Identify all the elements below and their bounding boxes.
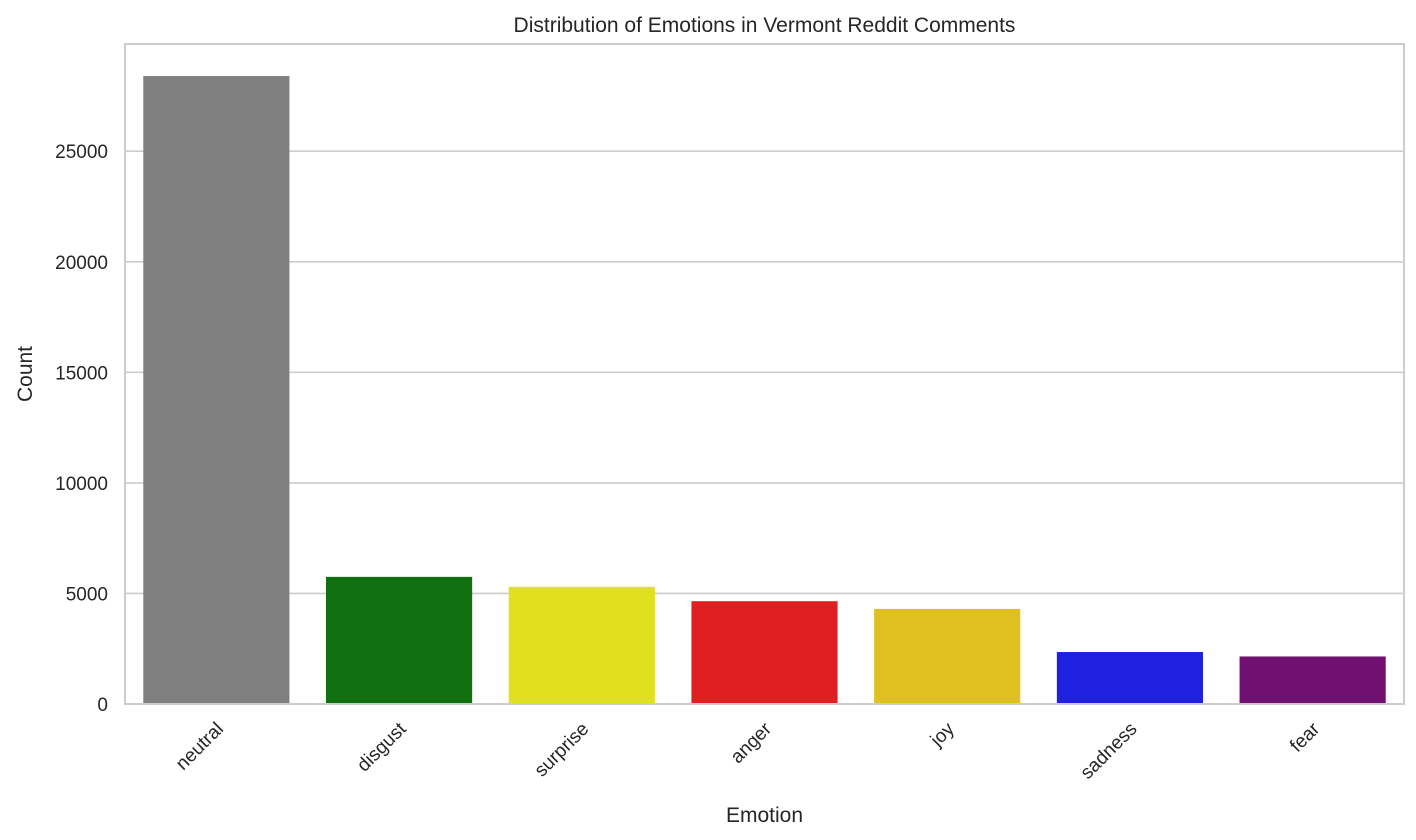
x-tick-label-surprise: surprise	[531, 719, 594, 782]
y-tick-label: 0	[97, 695, 108, 716]
bar-neutral	[143, 76, 290, 704]
x-tick-label-disgust: disgust	[353, 718, 411, 776]
y-tick-labels: 0 5000 10000 15000 20000 25000	[55, 142, 108, 716]
bar-joy	[874, 608, 1021, 704]
plot-frame	[124, 43, 1405, 705]
y-axis-label: Count	[14, 346, 37, 402]
bar-disgust	[325, 576, 473, 704]
bar-sadness	[1056, 652, 1204, 704]
x-tick-labels: neutral disgust surprise anger joy sadness fea…	[172, 718, 1325, 783]
y-tick-label: 10000	[55, 474, 108, 495]
y-tick-label: 20000	[55, 253, 108, 274]
bar-fear	[1239, 656, 1386, 704]
x-tick-label-neutral: neutral	[172, 719, 228, 775]
x-tick-label-joy: joy	[926, 718, 959, 751]
y-tick-label: 5000	[66, 584, 108, 605]
chart-title: Distribution of Emotions in Vermont Redd…	[514, 14, 1016, 37]
bar-anger	[691, 601, 838, 704]
x-tick-label-anger: anger	[727, 718, 777, 768]
bars	[143, 76, 1386, 704]
gridlines	[125, 150, 1404, 595]
y-tick-label: 25000	[55, 142, 108, 163]
bar-surprise	[508, 586, 655, 704]
x-tick-label-fear: fear	[1286, 718, 1324, 756]
x-tick-label-sadness: sadness	[1077, 719, 1142, 784]
x-axis-label: Emotion	[726, 804, 803, 827]
y-tick-label: 15000	[55, 363, 108, 384]
